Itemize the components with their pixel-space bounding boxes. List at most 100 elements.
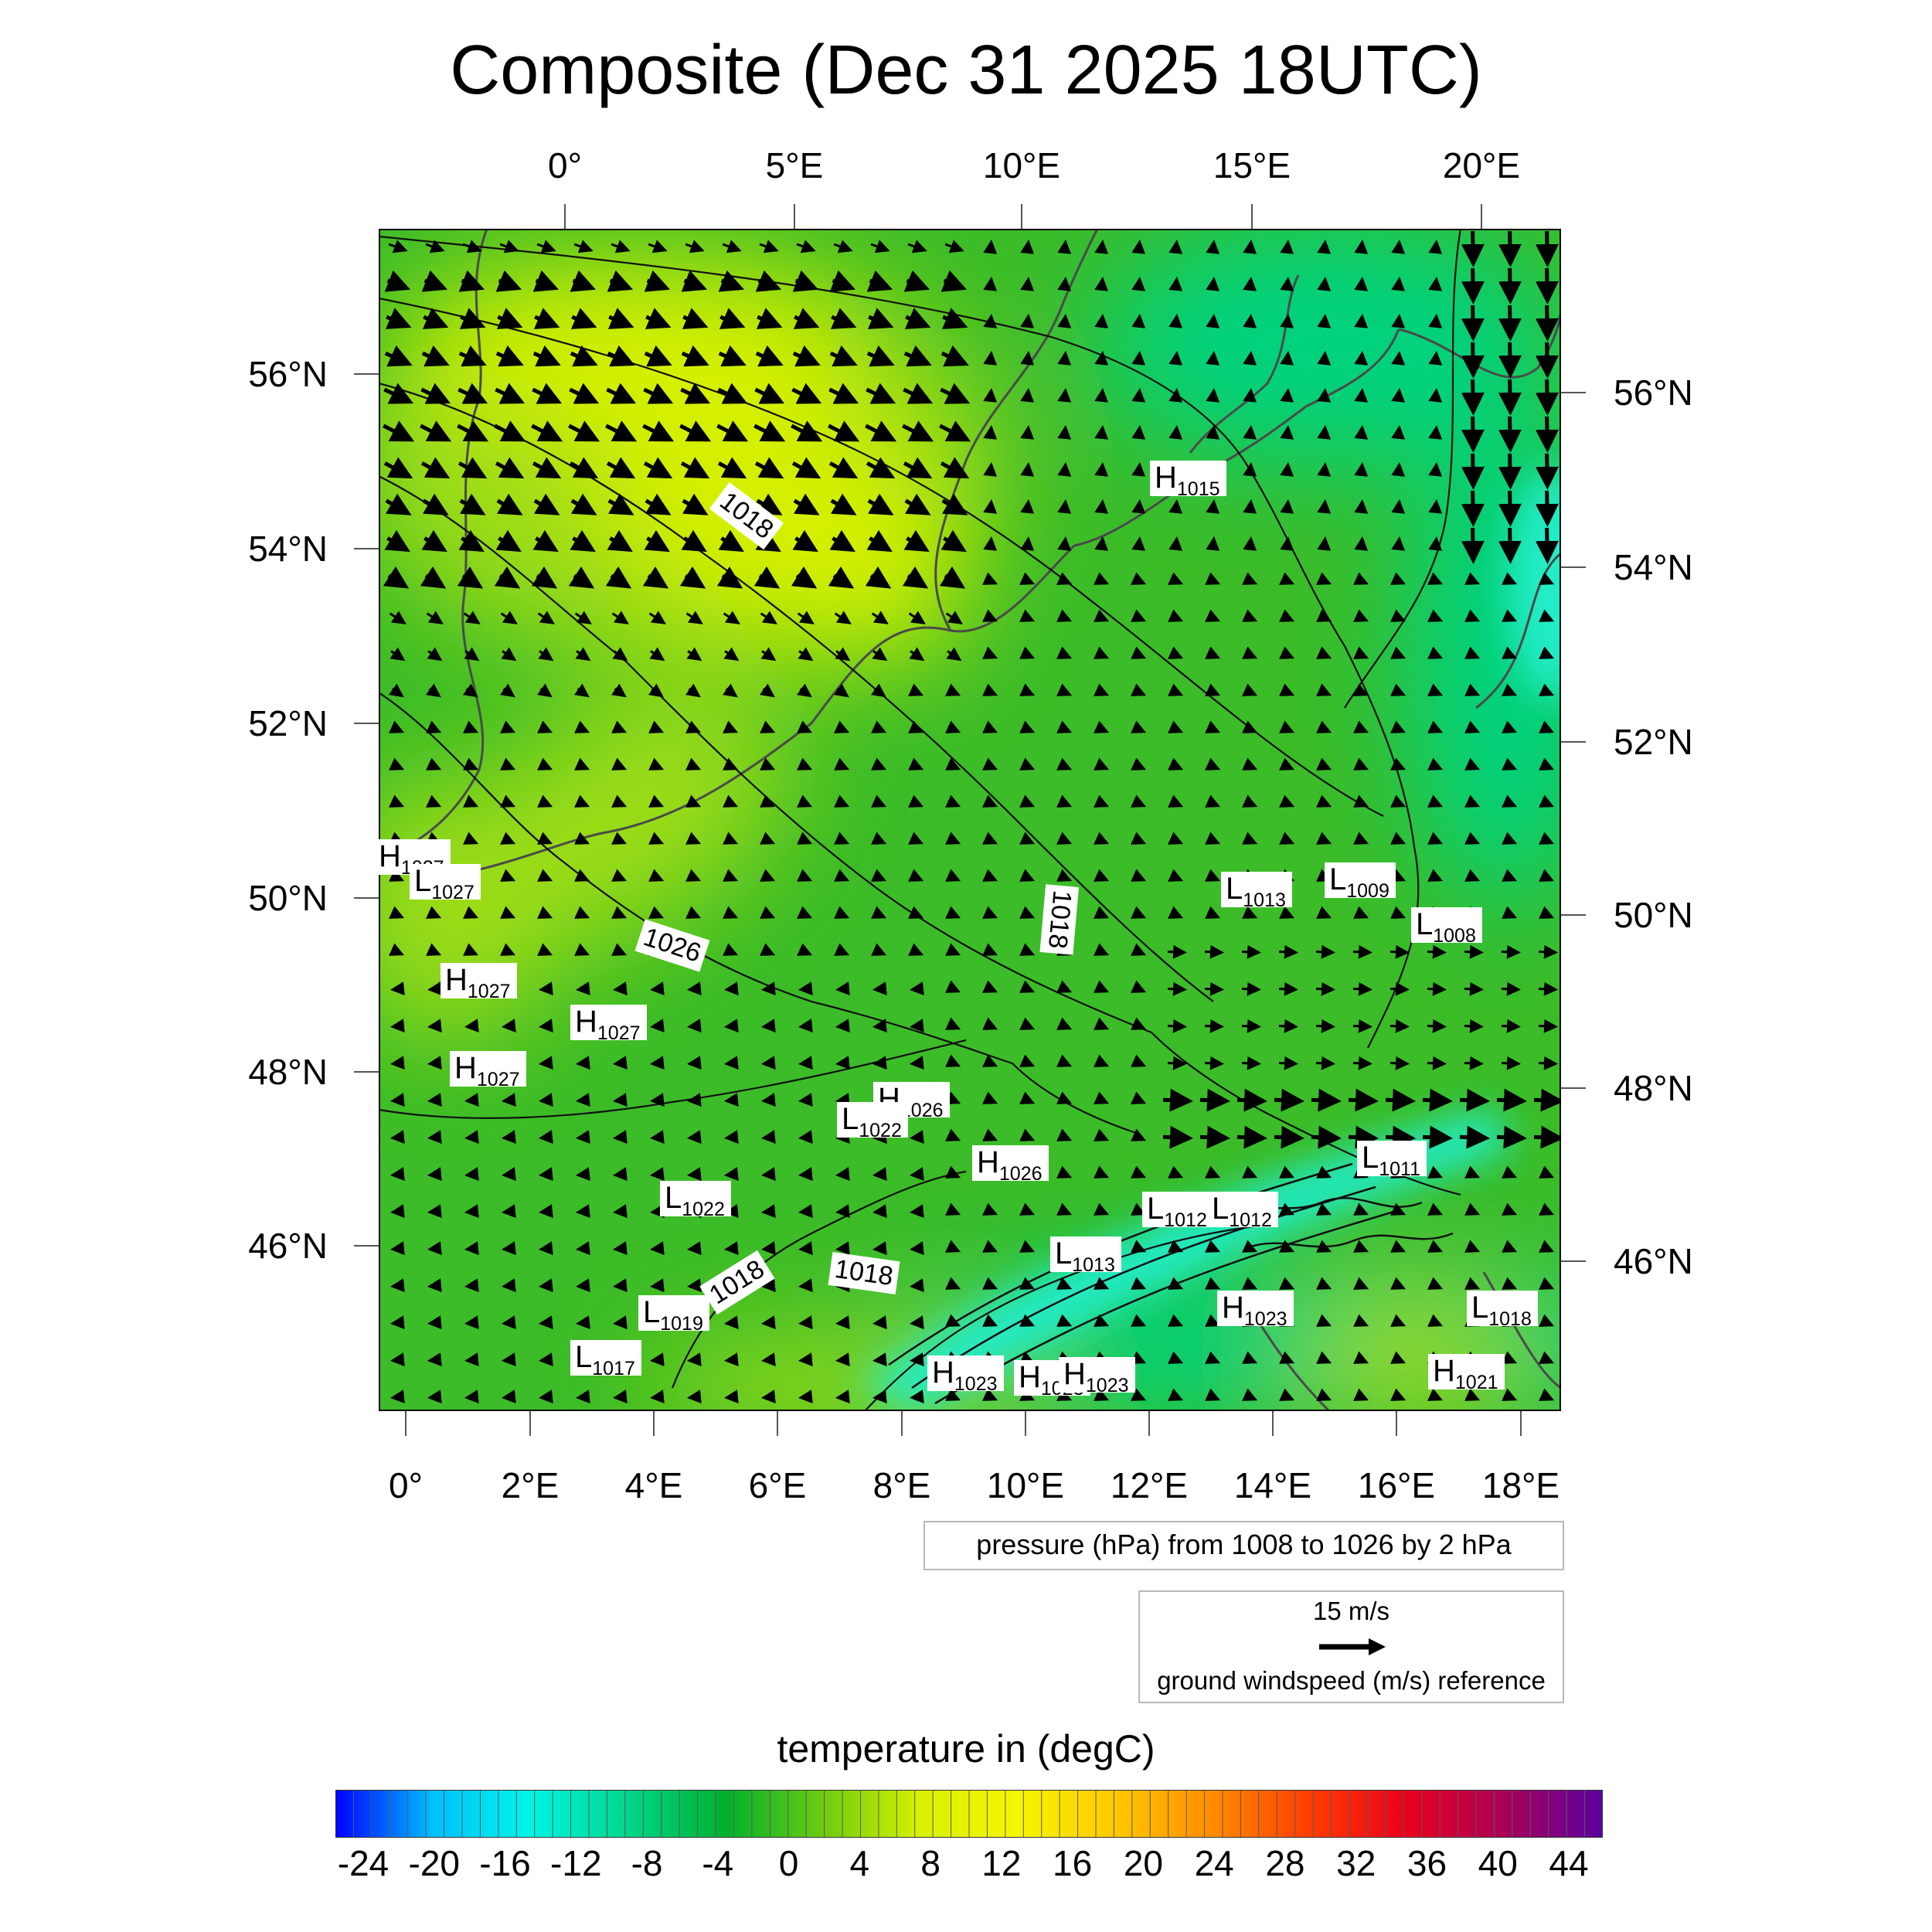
wind-arrow xyxy=(1094,351,1109,366)
wind-arrow xyxy=(685,794,702,808)
wind-arrow xyxy=(531,566,558,589)
colorbar-tick-label: 24 xyxy=(1194,1843,1234,1883)
wind-arrow xyxy=(835,1389,850,1404)
wind-arrow xyxy=(1019,906,1036,919)
wind-arrow xyxy=(1131,1240,1147,1253)
colorbar-tick-label: 36 xyxy=(1406,1843,1447,1883)
wind-reference-arrow-icon xyxy=(1319,1638,1386,1655)
wind-arrow xyxy=(464,1167,479,1182)
wind-arrow xyxy=(1279,720,1295,733)
wind-arrow xyxy=(570,308,597,329)
wind-arrow xyxy=(611,943,628,956)
pressure-info-box: pressure (hPa) from 1008 to 1026 by 2 hP… xyxy=(923,1521,1564,1570)
wind-arrow xyxy=(982,683,998,696)
wind-arrow xyxy=(796,240,816,253)
wind-arrow xyxy=(426,611,444,624)
wind-arrow xyxy=(1427,1277,1444,1290)
wind-arrow xyxy=(648,683,664,698)
wind-arrow xyxy=(1020,240,1035,254)
weather-map[interactable]: 1018 1018 1026 1018 1018 H1015H1027L1027… xyxy=(374,229,1561,1411)
wind-arrow xyxy=(502,1167,516,1182)
right-lat-label: 52°N xyxy=(1614,722,1693,762)
wind-arrow xyxy=(422,493,449,515)
wind-arrow xyxy=(1427,1314,1444,1327)
wind-arrow xyxy=(1242,1351,1258,1364)
wind-arrow xyxy=(1168,1240,1184,1253)
wind-arrow xyxy=(835,1204,850,1219)
wind-arrow xyxy=(1279,794,1295,808)
wind-arrow xyxy=(1094,869,1110,882)
wind-arrow xyxy=(903,529,930,553)
wind-arrow xyxy=(1353,757,1369,770)
wind-arrow xyxy=(496,493,523,515)
wind-arrow xyxy=(650,1389,665,1404)
colorbar-tick-label: 12 xyxy=(981,1843,1022,1883)
wind-arrow xyxy=(1131,1165,1147,1179)
wind-arrow xyxy=(680,383,711,404)
wind-arrow xyxy=(1317,536,1332,551)
wind-arrow xyxy=(611,869,628,882)
wind-arrow xyxy=(687,1352,702,1367)
wind-arrow xyxy=(760,611,777,624)
wind-arrow xyxy=(574,943,590,956)
wind-arrow xyxy=(834,906,850,919)
wind-arrow xyxy=(1205,794,1221,808)
top-lon-label: 10°E xyxy=(982,145,1061,185)
wind-arrow xyxy=(830,493,857,515)
wind-arrow xyxy=(723,611,740,624)
wind-arrow xyxy=(1390,572,1406,585)
wind-arrow xyxy=(606,383,637,404)
wind-arrow xyxy=(644,345,672,367)
wind-arrow xyxy=(1459,1125,1490,1149)
wind-arrow xyxy=(427,1352,442,1367)
wind-arrow xyxy=(982,1128,998,1141)
wind-arrow xyxy=(532,345,561,367)
wind-arrow xyxy=(459,493,486,515)
wind-arrow xyxy=(1094,980,1110,993)
wind-arrow xyxy=(574,757,590,770)
wind-arrow xyxy=(796,683,812,698)
wind-arrow xyxy=(1316,683,1332,696)
wind-arrow xyxy=(606,457,636,479)
wind-arrow xyxy=(1019,1054,1036,1067)
wind-arrow xyxy=(1502,646,1518,659)
wind-arrow xyxy=(908,943,924,956)
wind-arrow xyxy=(910,1130,924,1145)
wind-arrow xyxy=(1019,1128,1036,1141)
wind-arrow xyxy=(458,345,487,367)
wind-arrow xyxy=(1168,832,1184,845)
wind-arrow xyxy=(1354,240,1369,254)
wind-arrow xyxy=(1204,1056,1224,1070)
wind-arrow xyxy=(611,832,628,845)
wind-arrow xyxy=(1459,1088,1490,1112)
left-lat-label: 56°N xyxy=(248,354,328,394)
wind-arrow xyxy=(910,1241,924,1256)
wind-arrow xyxy=(1056,1091,1073,1104)
wind-arrow xyxy=(645,308,672,329)
wind-arrow xyxy=(389,757,405,770)
wind-arrow xyxy=(1056,1277,1073,1290)
wind-arrow xyxy=(902,566,929,589)
pressure-center-value: 1027 xyxy=(597,1022,641,1044)
wind-arrow xyxy=(1131,1314,1147,1327)
wind-arrow xyxy=(724,1352,739,1367)
wind-arrow xyxy=(1242,832,1258,845)
pressure-center-type: L xyxy=(1471,1291,1489,1325)
wind-arrow xyxy=(724,1167,739,1182)
wind-arrow xyxy=(496,308,523,329)
wind-arrow xyxy=(723,647,740,662)
wind-arrow xyxy=(1539,720,1555,733)
wind-arrow xyxy=(835,1167,850,1182)
wind-arrow xyxy=(1428,240,1443,254)
wind-arrow xyxy=(829,270,856,292)
wind-arrow xyxy=(1353,572,1369,585)
wind-arrow xyxy=(1502,572,1518,585)
left-lat-label: 52°N xyxy=(248,703,328,743)
pressure-center-type: L xyxy=(414,864,432,898)
wind-arrow xyxy=(1315,981,1335,996)
wind-arrow xyxy=(1056,757,1073,770)
pressure-center-value: 1021 xyxy=(1454,1372,1498,1393)
wind-arrow xyxy=(1464,832,1481,845)
wind-arrow xyxy=(761,1167,776,1182)
wind-arrow xyxy=(499,240,519,253)
